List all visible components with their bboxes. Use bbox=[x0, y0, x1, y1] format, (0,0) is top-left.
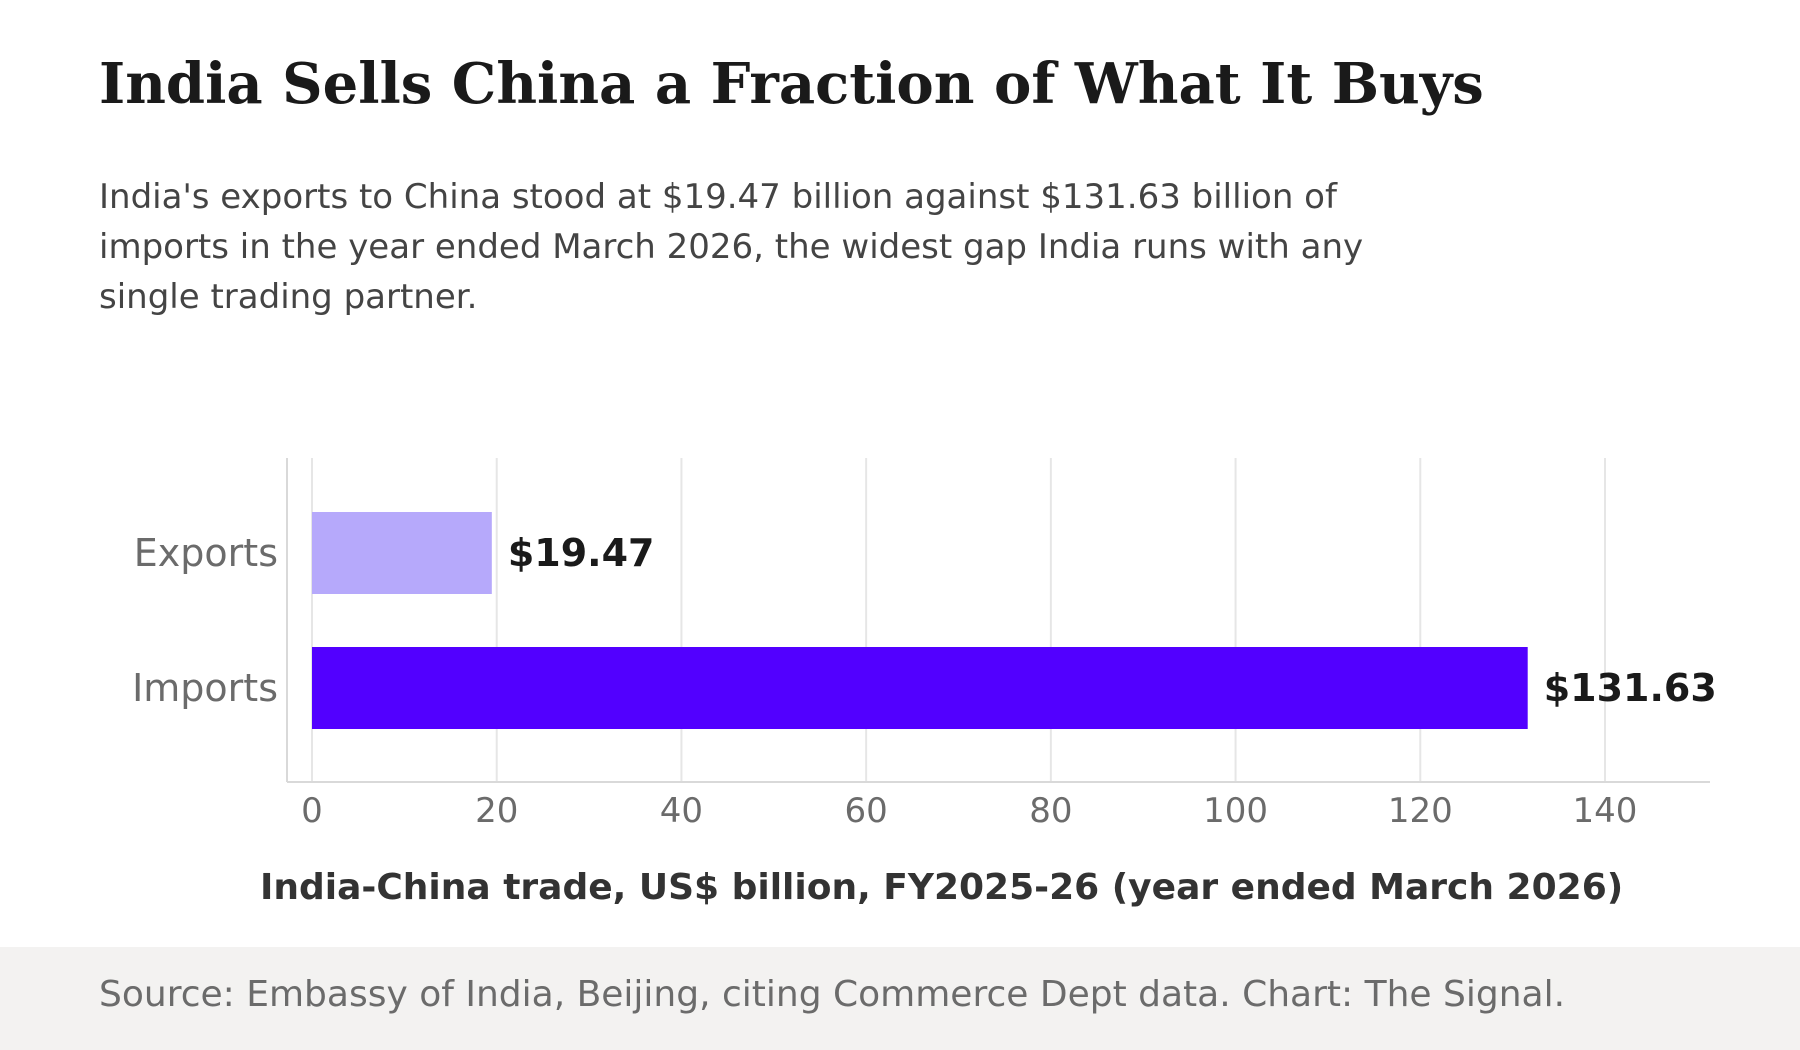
value-label-exports: $19.47 bbox=[508, 531, 655, 575]
x-tick-label-7: 140 bbox=[1573, 791, 1638, 831]
bar-chart: Exports $19.47 Imports $131.63 0 20 40 60 80 100… bbox=[132, 458, 1717, 908]
bar-exports bbox=[312, 512, 492, 594]
x-tick-label-6: 120 bbox=[1388, 791, 1453, 831]
grid-lines bbox=[311, 458, 1606, 782]
footer-band bbox=[0, 947, 1800, 1050]
x-tick-label-1: 20 bbox=[475, 791, 518, 831]
source-note: Source: Embassy of India, Beijing, citin… bbox=[99, 974, 1566, 1015]
x-tick-label-0: 0 bbox=[301, 791, 323, 831]
category-label-exports: Exports bbox=[134, 531, 278, 575]
x-tick-label-5: 100 bbox=[1203, 791, 1268, 831]
x-axis-label: India-China trade, US$ billion, FY2025-2… bbox=[260, 867, 1623, 908]
chart-subtitle: India's exports to China stood at $19.47… bbox=[99, 177, 1364, 317]
value-label-imports: $131.63 bbox=[1544, 666, 1717, 710]
x-tick-labels: 0 20 40 60 80 100 120 140 bbox=[301, 791, 1637, 831]
x-tick-label-3: 60 bbox=[845, 791, 888, 831]
chart-title: India Sells China a Fraction of What It … bbox=[99, 51, 1484, 117]
x-tick-label-4: 80 bbox=[1029, 791, 1072, 831]
bar-imports bbox=[312, 647, 1528, 729]
bars: Exports $19.47 Imports $131.63 bbox=[132, 512, 1717, 729]
x-tick-label-2: 40 bbox=[660, 791, 703, 831]
category-label-imports: Imports bbox=[132, 666, 278, 710]
